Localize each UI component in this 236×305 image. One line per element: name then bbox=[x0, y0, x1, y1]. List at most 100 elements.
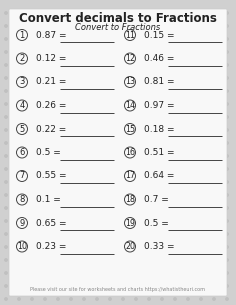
Circle shape bbox=[83, 298, 85, 300]
Circle shape bbox=[18, 25, 20, 27]
Circle shape bbox=[96, 272, 98, 274]
Circle shape bbox=[161, 51, 163, 53]
Circle shape bbox=[70, 129, 72, 131]
Circle shape bbox=[109, 272, 111, 274]
Circle shape bbox=[57, 168, 59, 170]
Text: 0.18 =: 0.18 = bbox=[144, 124, 174, 134]
Circle shape bbox=[109, 90, 111, 92]
Circle shape bbox=[187, 90, 189, 92]
Circle shape bbox=[83, 168, 85, 170]
Circle shape bbox=[18, 246, 20, 248]
Circle shape bbox=[161, 64, 163, 66]
Circle shape bbox=[148, 129, 150, 131]
Circle shape bbox=[122, 64, 124, 66]
Circle shape bbox=[44, 259, 46, 261]
Circle shape bbox=[200, 233, 202, 235]
Circle shape bbox=[109, 168, 111, 170]
Circle shape bbox=[57, 272, 59, 274]
Circle shape bbox=[174, 220, 176, 222]
Circle shape bbox=[174, 25, 176, 27]
Text: 10: 10 bbox=[17, 242, 27, 251]
Circle shape bbox=[18, 77, 20, 79]
Circle shape bbox=[96, 220, 98, 222]
Circle shape bbox=[226, 38, 228, 40]
Circle shape bbox=[200, 155, 202, 157]
Circle shape bbox=[31, 142, 33, 144]
Circle shape bbox=[18, 298, 20, 300]
Circle shape bbox=[83, 246, 85, 248]
Text: 11: 11 bbox=[125, 30, 135, 40]
Circle shape bbox=[148, 90, 150, 92]
Circle shape bbox=[213, 168, 215, 170]
Circle shape bbox=[18, 129, 20, 131]
Circle shape bbox=[122, 259, 124, 261]
Circle shape bbox=[109, 246, 111, 248]
Circle shape bbox=[44, 64, 46, 66]
Circle shape bbox=[83, 259, 85, 261]
Circle shape bbox=[31, 298, 33, 300]
Circle shape bbox=[135, 233, 137, 235]
Circle shape bbox=[226, 77, 228, 79]
Circle shape bbox=[109, 155, 111, 157]
Circle shape bbox=[135, 142, 137, 144]
Text: 13: 13 bbox=[125, 77, 135, 87]
Circle shape bbox=[122, 285, 124, 287]
Text: 0.51 =: 0.51 = bbox=[144, 148, 174, 157]
Circle shape bbox=[31, 116, 33, 118]
Circle shape bbox=[57, 233, 59, 235]
Circle shape bbox=[57, 64, 59, 66]
Circle shape bbox=[31, 77, 33, 79]
Circle shape bbox=[135, 12, 137, 14]
Circle shape bbox=[57, 116, 59, 118]
Circle shape bbox=[83, 38, 85, 40]
Circle shape bbox=[148, 38, 150, 40]
Circle shape bbox=[18, 116, 20, 118]
Circle shape bbox=[57, 142, 59, 144]
Circle shape bbox=[44, 103, 46, 105]
Circle shape bbox=[161, 129, 163, 131]
Circle shape bbox=[70, 38, 72, 40]
Text: 18: 18 bbox=[125, 195, 135, 204]
Circle shape bbox=[187, 259, 189, 261]
Circle shape bbox=[31, 155, 33, 157]
Circle shape bbox=[18, 220, 20, 222]
Circle shape bbox=[148, 246, 150, 248]
Circle shape bbox=[96, 259, 98, 261]
Circle shape bbox=[5, 51, 7, 53]
Circle shape bbox=[122, 142, 124, 144]
Circle shape bbox=[148, 103, 150, 105]
Circle shape bbox=[18, 103, 20, 105]
Circle shape bbox=[70, 233, 72, 235]
Circle shape bbox=[148, 116, 150, 118]
Circle shape bbox=[122, 168, 124, 170]
Circle shape bbox=[187, 25, 189, 27]
Circle shape bbox=[5, 155, 7, 157]
Circle shape bbox=[226, 25, 228, 27]
Circle shape bbox=[96, 51, 98, 53]
Circle shape bbox=[31, 38, 33, 40]
Text: 0.97 =: 0.97 = bbox=[144, 101, 174, 110]
Circle shape bbox=[18, 51, 20, 53]
Circle shape bbox=[122, 272, 124, 274]
Circle shape bbox=[200, 12, 202, 14]
Circle shape bbox=[5, 272, 7, 274]
Circle shape bbox=[122, 90, 124, 92]
Circle shape bbox=[161, 25, 163, 27]
Text: 15: 15 bbox=[125, 124, 135, 134]
Circle shape bbox=[57, 220, 59, 222]
Circle shape bbox=[187, 12, 189, 14]
Circle shape bbox=[96, 38, 98, 40]
Circle shape bbox=[44, 51, 46, 53]
Circle shape bbox=[161, 116, 163, 118]
Circle shape bbox=[70, 285, 72, 287]
Circle shape bbox=[96, 298, 98, 300]
Circle shape bbox=[31, 181, 33, 183]
Circle shape bbox=[135, 103, 137, 105]
Circle shape bbox=[187, 194, 189, 196]
Text: 5: 5 bbox=[19, 124, 25, 134]
Circle shape bbox=[31, 194, 33, 196]
Circle shape bbox=[187, 272, 189, 274]
Circle shape bbox=[18, 142, 20, 144]
Circle shape bbox=[122, 51, 124, 53]
Circle shape bbox=[200, 25, 202, 27]
